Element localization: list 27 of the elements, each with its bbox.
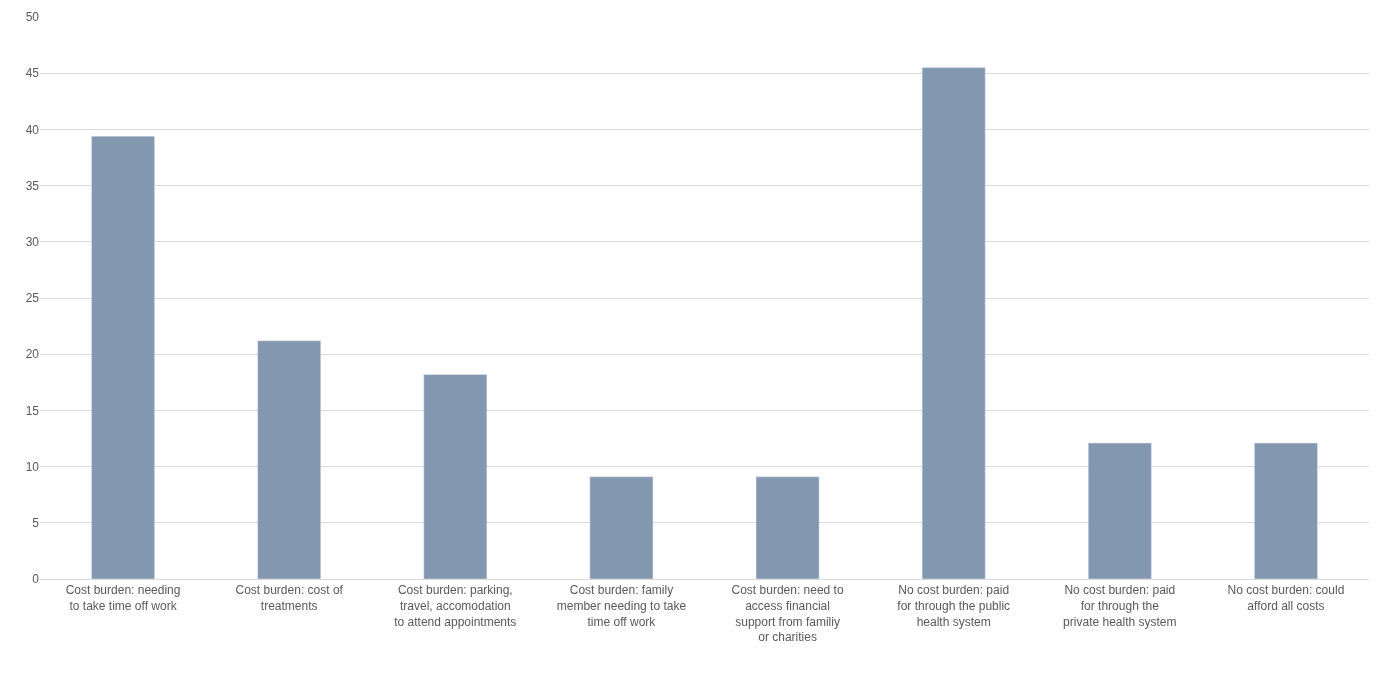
x-tick-label: Cost burden: parking, travel, accomodation to attend appointments	[394, 583, 517, 629]
x-tick-label: Cost burden: need to access financial support from familiy or charities	[731, 583, 844, 645]
bar	[91, 135, 155, 579]
x-tick-label: No cost burden: could afford all costs	[1227, 583, 1345, 613]
y-tick-label: 25	[25, 291, 40, 306]
y-tick-label: 0	[32, 572, 40, 587]
y-tick-label: 20	[25, 347, 40, 362]
y-tick-label: 15	[25, 403, 40, 418]
x-tick-label: Cost burden: cost of treatments	[235, 583, 344, 613]
bar	[257, 340, 321, 579]
x-tick-label: No cost burden: paid for through the private health system	[1063, 583, 1177, 629]
y-tick-label: 50	[25, 10, 40, 25]
y-tick-label: 35	[25, 178, 40, 193]
x-tick-label: Cost burden: family member needing to take time off work	[556, 583, 687, 629]
bar	[423, 374, 488, 579]
bar	[921, 67, 986, 579]
bar	[755, 476, 820, 579]
y-tick-label: 45	[25, 66, 40, 81]
x-tick-label: Cost burden: needing to take time off work	[65, 583, 181, 613]
x-tick-label: No cost burden: paid for through the public health system	[897, 583, 1011, 629]
bar	[1254, 442, 1318, 579]
y-tick-label: 40	[25, 122, 40, 137]
y-tick-label: 10	[25, 459, 40, 474]
bar	[589, 476, 654, 579]
y-tick-label: 30	[25, 235, 40, 249]
y-tick-label: 5	[32, 516, 40, 530]
bar	[1088, 442, 1152, 579]
